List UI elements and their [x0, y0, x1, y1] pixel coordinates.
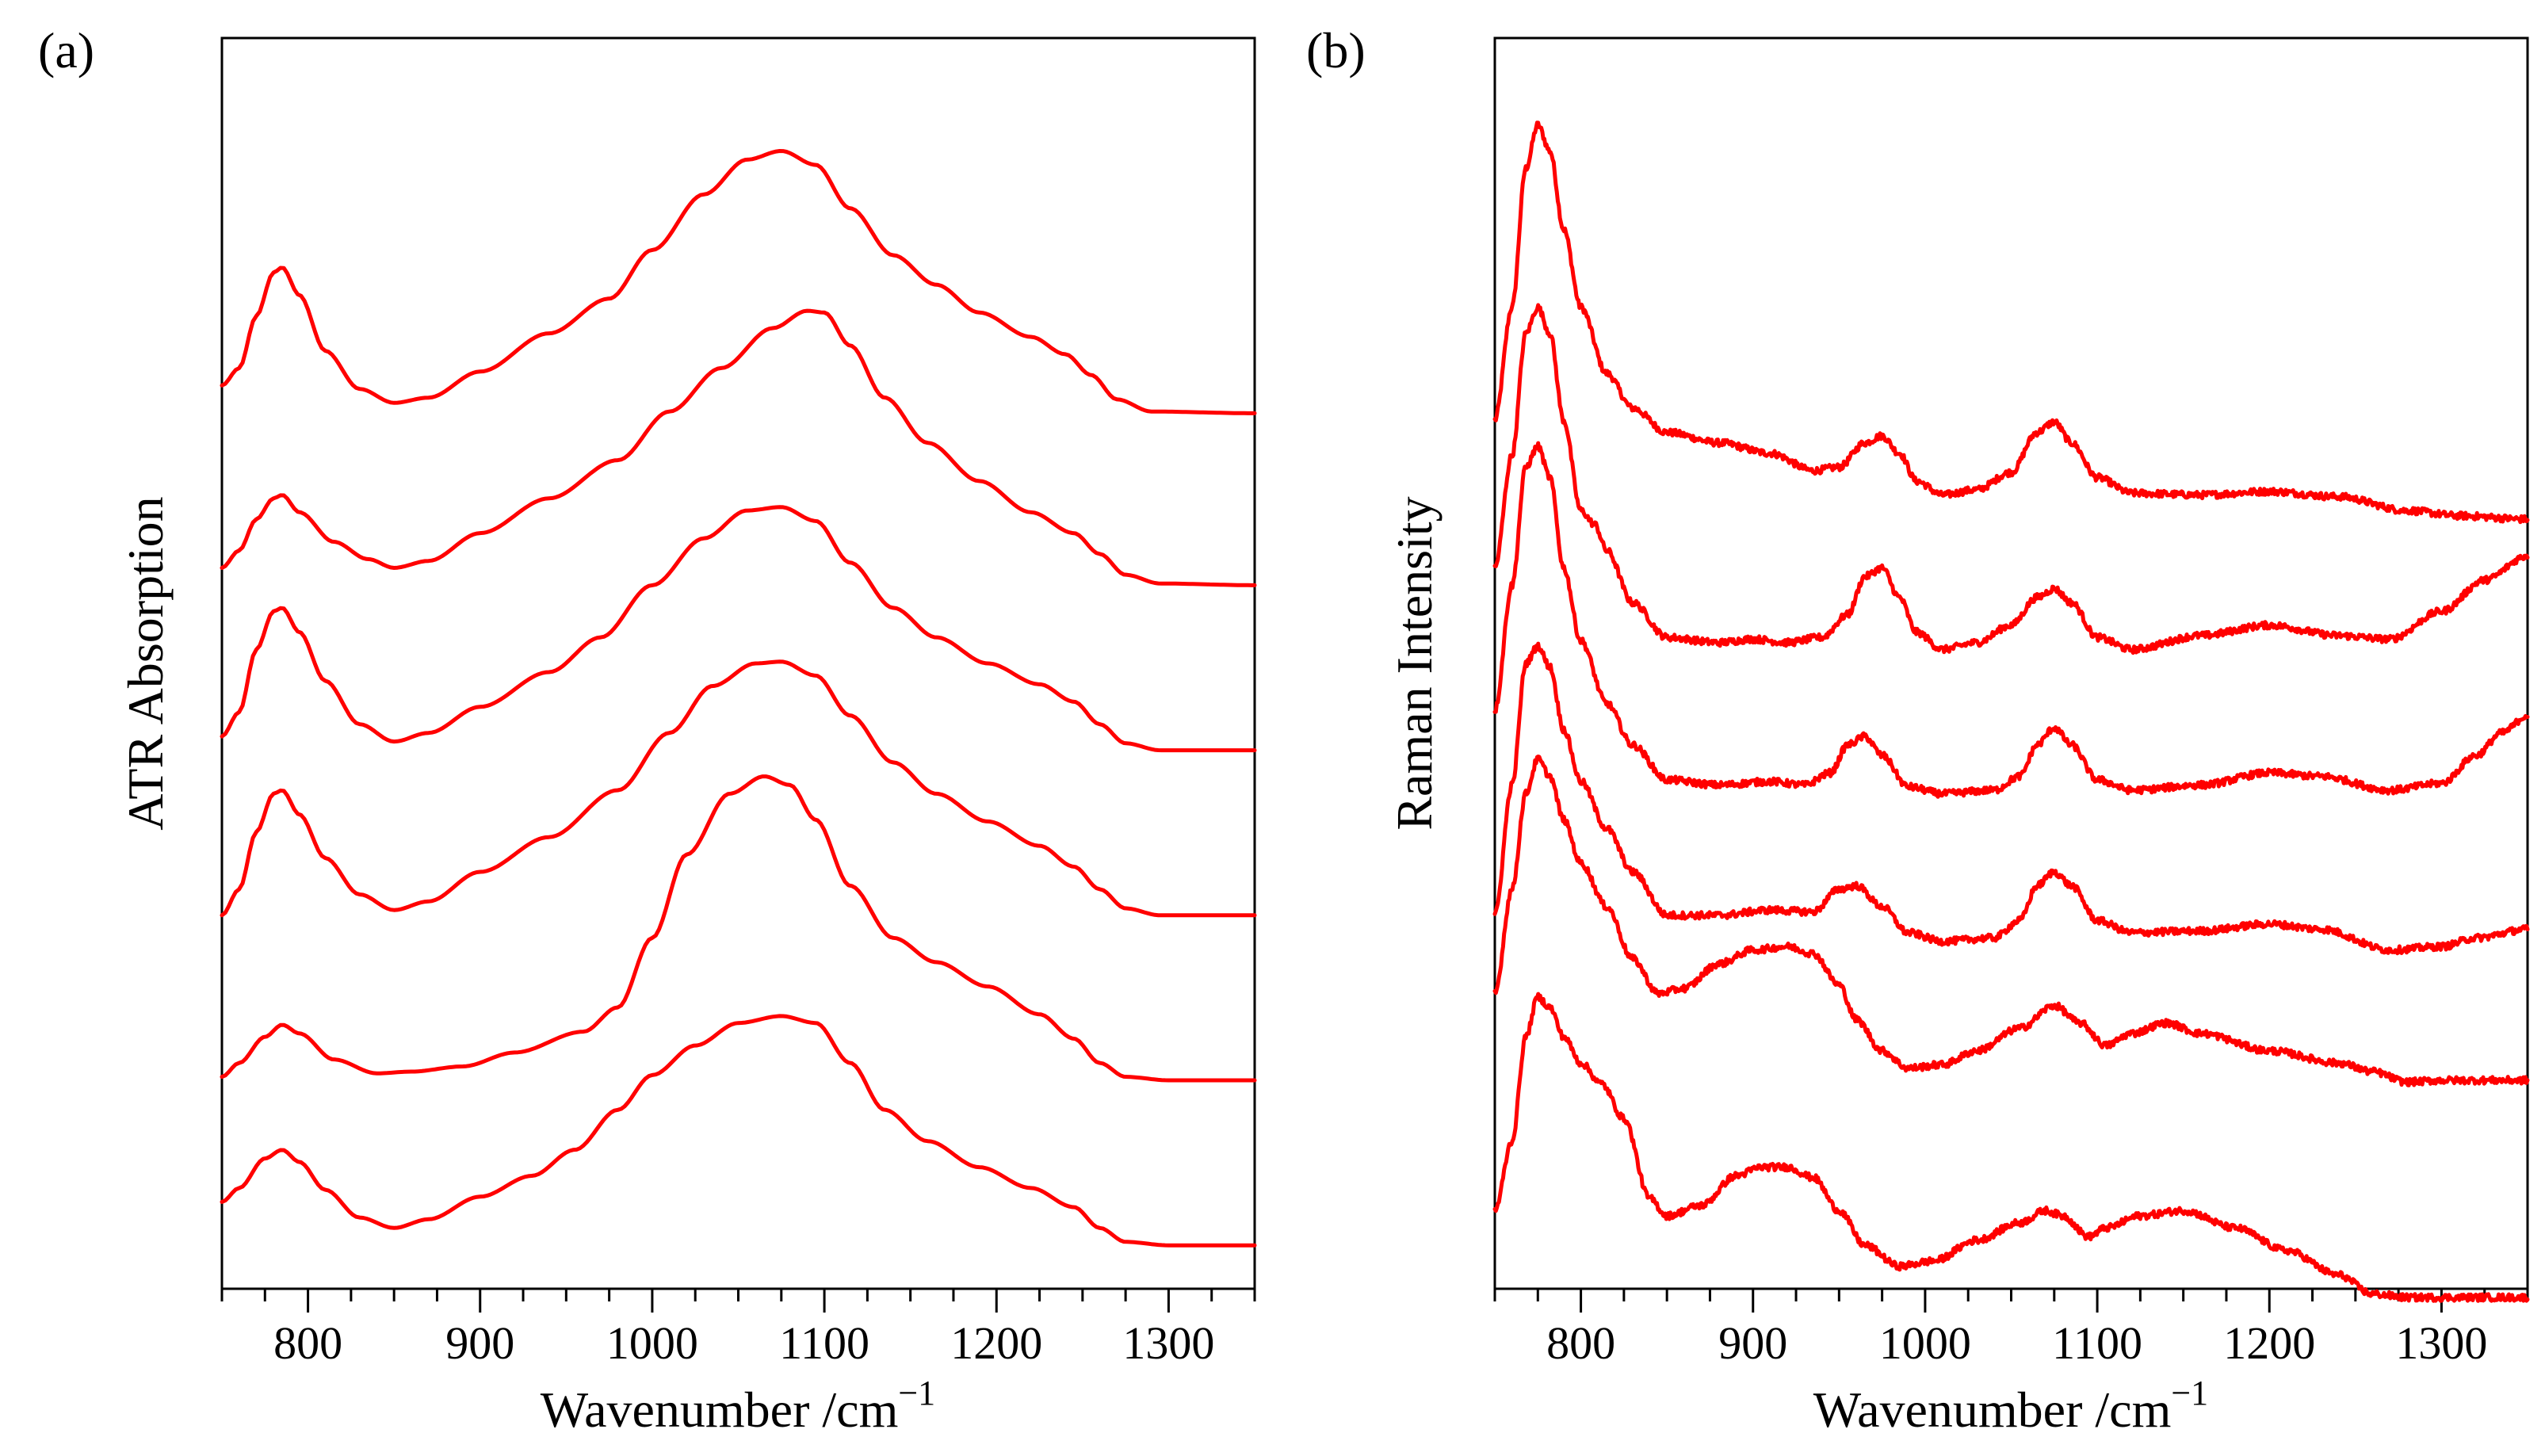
x-tick-label: 1200	[2223, 1317, 2315, 1369]
panel-a: (a) 800 900 1000 1100 1200 1300 ATR Absorptio…	[38, 22, 1257, 1438]
x-tick-label: 1100	[779, 1317, 869, 1369]
x-tick-label: 1300	[1122, 1317, 1214, 1369]
spectrum-line-6	[220, 1014, 1257, 1248]
x-tick-label: 1300	[2395, 1317, 2487, 1369]
panel-b-xlabel: Wavenumber /cm−1	[1813, 1374, 2208, 1438]
panel-a-label: (a)	[38, 22, 94, 78]
spectrum-line-2	[220, 308, 1257, 587]
panel-a-tick-labels: 800 900 1000 1100 1200 1300	[273, 1317, 1214, 1369]
spectrum-line-5	[1492, 755, 2530, 1087]
spectrum-line-5	[220, 774, 1257, 1083]
panel-b-label: (b)	[1306, 22, 1366, 78]
panel-a-xlabel: Wavenumber /cm−1	[541, 1374, 935, 1438]
panel-b: (b) 800 900 1000 1100 1200 1300 Raman Intensi…	[1306, 22, 2530, 1438]
panel-b-series	[1492, 120, 2530, 1303]
panel-a-series	[220, 149, 1257, 1248]
spectrum-line-4	[220, 659, 1257, 918]
x-tick-label: 900	[445, 1317, 514, 1369]
panel-a-frame	[220, 36, 1256, 1290]
panel-b-tick-labels: 800 900 1000 1100 1200 1300	[1546, 1317, 2487, 1369]
x-tick-label: 1200	[950, 1317, 1042, 1369]
panel-a-xlabel-text: Wavenumber /cm	[541, 1381, 899, 1438]
spectrum-line-3	[1492, 441, 2530, 799]
panel-b-xlabel-text: Wavenumber /cm	[1813, 1381, 2172, 1438]
panel-a-xlabel-sup: −1	[898, 1374, 935, 1412]
spectrum-line-2	[1492, 303, 2530, 655]
spectrum-line-4	[1492, 641, 2530, 956]
x-tick-label: 800	[1546, 1317, 1615, 1369]
spectrum-line-3	[220, 505, 1257, 753]
panel-a-ticks	[220, 1289, 1256, 1313]
spectrum-line-6	[1492, 992, 2530, 1303]
x-tick-label: 1100	[2052, 1317, 2142, 1369]
panel-b-ylabel: Raman Intensity	[1386, 496, 1443, 830]
spectrum-line-1	[1492, 120, 2530, 525]
x-tick-label: 1000	[1879, 1317, 1971, 1369]
panel-b-frame	[1493, 36, 2529, 1290]
panel-b-xlabel-sup: −1	[2171, 1374, 2208, 1412]
spectrum-line-1	[220, 149, 1257, 415]
x-tick-label: 900	[1718, 1317, 1787, 1369]
x-tick-label: 1000	[606, 1317, 698, 1369]
panel-a-ylabel: ATR Absorption	[117, 496, 174, 830]
x-tick-label: 800	[273, 1317, 342, 1369]
